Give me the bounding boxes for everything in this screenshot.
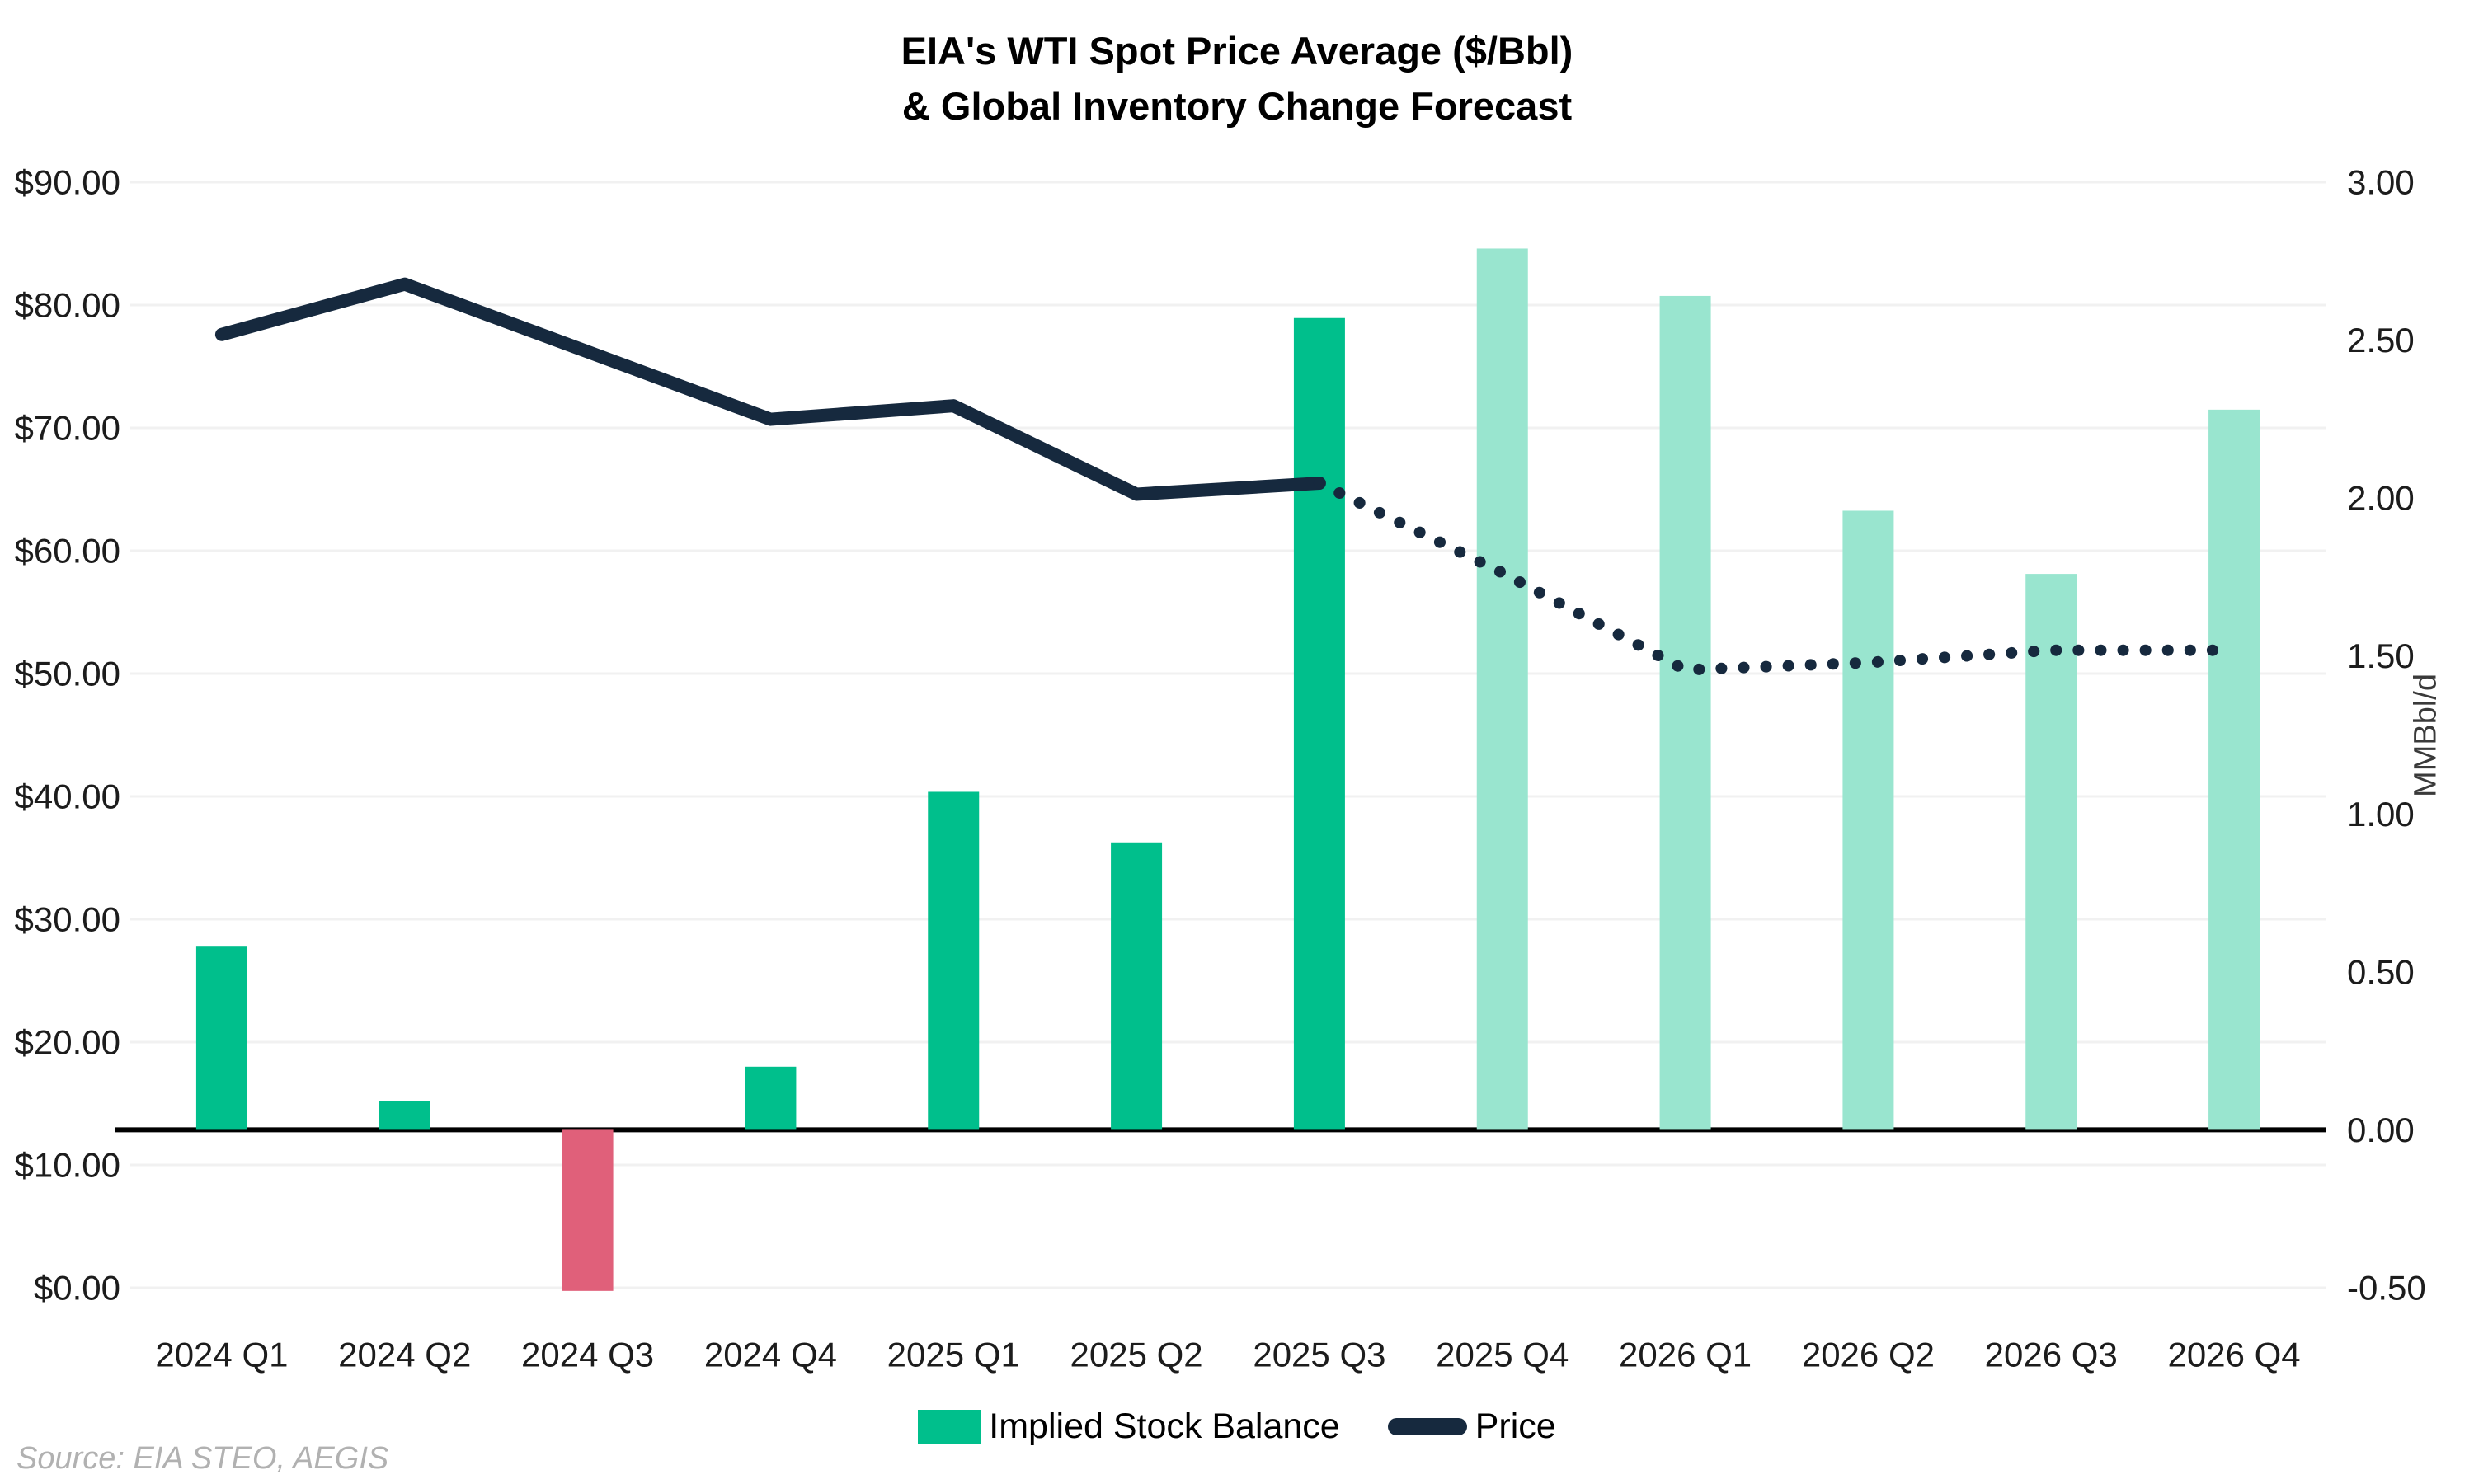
legend: Implied Stock Balance Price bbox=[0, 1407, 2474, 1447]
bar-2025-Q1 bbox=[928, 791, 980, 1130]
y-axis-left-tick-label: $40.00 bbox=[15, 777, 120, 816]
y-axis-left-tick-label: $30.00 bbox=[15, 900, 120, 939]
y-axis-left-tick-label: $90.00 bbox=[15, 163, 120, 202]
x-axis-tick-label: 2024 Q2 bbox=[338, 1336, 471, 1374]
y-axis-left-tick-label: $60.00 bbox=[15, 532, 120, 571]
x-axis-tick-label: 2024 Q4 bbox=[704, 1336, 837, 1374]
chart-title-line1: EIA's WTI Spot Price Average ($/Bbl) bbox=[901, 29, 1573, 73]
bar-2026-Q3 bbox=[2025, 574, 2077, 1130]
bar-2024-Q3 bbox=[562, 1129, 614, 1291]
legend-label-price: Price bbox=[1475, 1407, 1556, 1446]
y-axis-right-tick-label: 1.50 bbox=[2347, 636, 2415, 675]
y-axis-right-tick-label: 1.00 bbox=[2347, 795, 2415, 834]
price-line-solid bbox=[214, 277, 1326, 501]
y-axis-left-tick-label: $20.00 bbox=[15, 1023, 120, 1062]
bar-2025-Q4 bbox=[1476, 248, 1528, 1130]
right-axis-title: MMBbl/d bbox=[2408, 674, 2443, 797]
bar-2026-Q1 bbox=[1659, 295, 1711, 1130]
bar-2024-Q1 bbox=[195, 946, 247, 1130]
price-line-dotted-forecast bbox=[1313, 477, 2241, 676]
legend-bar-swatch-icon bbox=[918, 1409, 981, 1444]
x-axis-tick-label: 2025 Q1 bbox=[887, 1336, 1020, 1374]
x-axis-tick-label: 2024 Q1 bbox=[155, 1336, 288, 1374]
x-axis-tick-label: 2026 Q4 bbox=[2168, 1336, 2301, 1374]
bar-2025-Q3 bbox=[1293, 317, 1345, 1130]
y-axis-right-tick-label: 2.50 bbox=[2347, 321, 2415, 359]
legend-label-implied-stock-balance: Implied Stock Balance bbox=[989, 1407, 1340, 1446]
y-axis-left-tick-label: $0.00 bbox=[34, 1269, 120, 1308]
legend-item-price[interactable]: Price bbox=[1387, 1407, 1556, 1447]
source-note: Source: EIA STEO, AEGIS bbox=[16, 1441, 389, 1476]
bar-2024-Q4 bbox=[745, 1066, 797, 1130]
bar-2025-Q2 bbox=[1111, 842, 1163, 1130]
legend-line-swatch-icon bbox=[1387, 1418, 1467, 1435]
legend-item-implied-stock-balance[interactable]: Implied Stock Balance bbox=[918, 1407, 1340, 1447]
y-axis-right-tick-label: 0.50 bbox=[2347, 952, 2415, 991]
y-axis-right-tick-label: 2.00 bbox=[2347, 479, 2415, 518]
y-axis-right-tick-label: -0.50 bbox=[2347, 1269, 2426, 1308]
y-axis-left-tick-label: $10.00 bbox=[15, 1146, 120, 1185]
x-axis-tick-label: 2026 Q3 bbox=[1985, 1336, 2118, 1374]
y-axis-left-tick-label: $80.00 bbox=[15, 286, 120, 325]
x-axis-tick-label: 2025 Q2 bbox=[1070, 1336, 1203, 1374]
x-axis-tick-label: 2026 Q2 bbox=[1802, 1336, 1935, 1374]
x-axis-tick-label: 2025 Q4 bbox=[1436, 1336, 1569, 1374]
x-axis-tick-label: 2026 Q1 bbox=[1619, 1336, 1752, 1374]
x-axis-tick-label: 2024 Q3 bbox=[521, 1336, 654, 1374]
bar-2024-Q2 bbox=[379, 1101, 430, 1130]
y-axis-left-tick-label: $70.00 bbox=[15, 409, 120, 448]
chart-title-line2: & Global Inventory Change Forecast bbox=[901, 84, 1573, 128]
y-axis-left-tick-label: $50.00 bbox=[15, 655, 120, 693]
y-axis-right-tick-label: 3.00 bbox=[2347, 163, 2415, 202]
bar-2026-Q2 bbox=[1842, 510, 1894, 1130]
y-axis-right-tick-label: 0.00 bbox=[2347, 1111, 2415, 1149]
bar-2026-Q4 bbox=[2208, 409, 2260, 1130]
x-axis-tick-label: 2025 Q3 bbox=[1253, 1336, 1385, 1374]
chart-title: EIA's WTI Spot Price Average ($/Bbl) & G… bbox=[0, 23, 2474, 134]
